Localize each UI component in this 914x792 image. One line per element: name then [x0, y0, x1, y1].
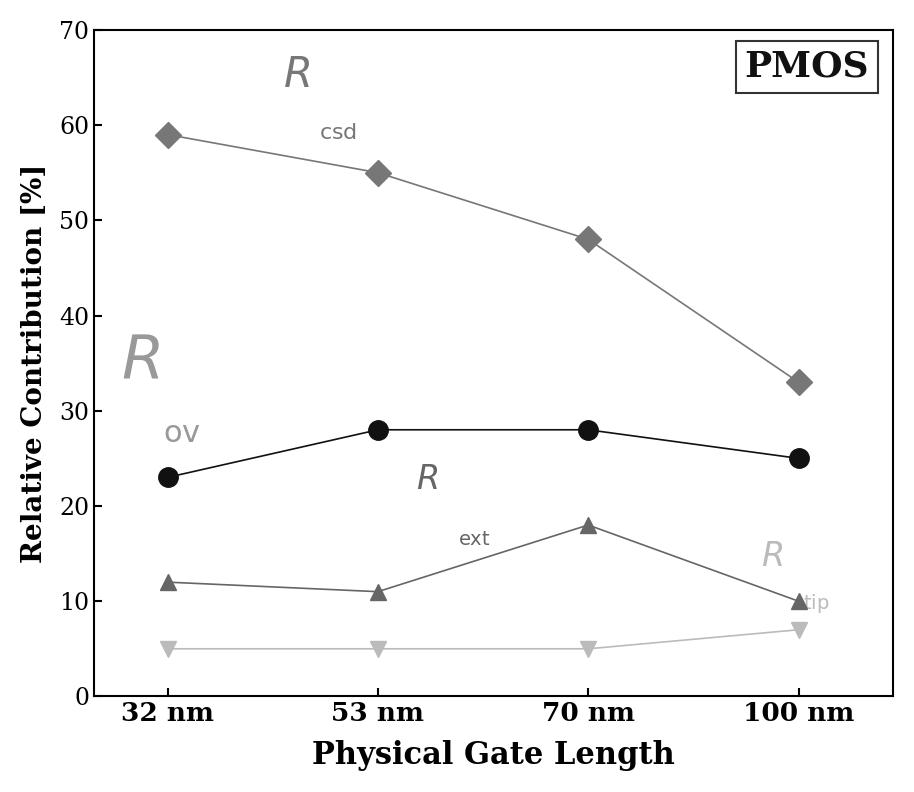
Text: $\it{R}$: $\it{R}$	[122, 332, 160, 392]
Text: $\mathrm{tip}$: $\mathrm{tip}$	[802, 592, 829, 615]
Text: $\it{R}$: $\it{R}$	[416, 464, 438, 497]
Text: $\mathrm{ext}$: $\mathrm{ext}$	[458, 531, 491, 549]
Text: $\it{R}$: $\it{R}$	[283, 55, 310, 97]
Text: $\mathrm{csd}$: $\mathrm{csd}$	[319, 122, 357, 144]
Y-axis label: Relative Contribution [%]: Relative Contribution [%]	[21, 163, 48, 563]
X-axis label: Physical Gate Length: Physical Gate Length	[312, 741, 675, 771]
Text: $\it{R}$: $\it{R}$	[760, 541, 782, 573]
Text: PMOS: PMOS	[745, 50, 869, 84]
Text: $\mathrm{ov}$: $\mathrm{ov}$	[164, 418, 201, 449]
